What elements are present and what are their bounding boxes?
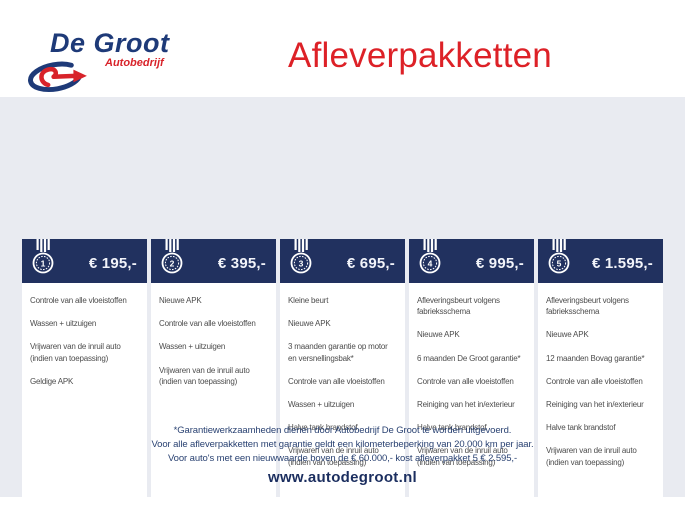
package-price: € 995,- <box>475 254 524 272</box>
package-item: Halve tank brandstof <box>288 423 358 433</box>
content-area: 1 € 195,- Controle van alle vloeistoffen… <box>0 97 685 507</box>
package-item: Wassen + uitzuigen <box>30 319 97 329</box>
package-item: Controle van alle vloeistoffen <box>288 376 385 386</box>
footnotes: *Garantiewerkzaamheden dienen door Autob… <box>0 424 685 466</box>
medal-icon: 4 <box>419 239 441 274</box>
package-item: 3 maanden garantie op motor en versnelli… <box>288 342 388 363</box>
package-item: Vrijwaren van de inruil auto (indien van… <box>30 342 121 363</box>
package-item: Controle van alle vloeistoffen <box>30 296 127 305</box>
brand-name: De Groot <box>50 28 170 58</box>
package-item: Vrijwaren van de inruil auto (indien van… <box>288 446 379 467</box>
package-item: Geldige APK <box>30 376 74 386</box>
footnote-line: *Garantiewerkzaamheden dienen door Autob… <box>173 425 512 436</box>
package-header: 3 € 695,- <box>280 239 405 283</box>
package-item: Controle van alle vloeistoffen <box>546 376 643 386</box>
medal-icon: 1 <box>32 239 54 274</box>
medal-icon: 3 <box>290 239 312 274</box>
package-item: Controle van alle vloeistoffen <box>417 376 514 386</box>
package-header: 4 € 995,- <box>409 239 534 283</box>
package-price: € 695,- <box>346 254 395 272</box>
package-items: Nieuwe APK Controle van alle vloeistoffen… <box>151 283 276 387</box>
medal-icon: 5 <box>548 239 570 274</box>
medal-rank: 5 <box>557 258 562 268</box>
package-header: 2 € 395,- <box>151 239 276 283</box>
package-item: Afleveringsbeurt volgens fabrieksschema <box>546 296 629 317</box>
package-price: € 395,- <box>217 254 266 272</box>
footnote-line: Voor alle afleverpakketten met garantie … <box>151 439 534 450</box>
medal-icon: 2 <box>161 239 183 274</box>
package-items: Afleveringsbeurt volgens fabrieksschema N… <box>409 283 534 468</box>
package-card-2: 2 € 395,- Nieuwe APK Controle van alle vl… <box>151 239 276 507</box>
package-items: Afleveringsbeurt volgens fabrieksschema N… <box>538 283 663 468</box>
page-title: Afleverpakketten <box>288 36 552 75</box>
package-item: Kleine beurt <box>288 296 329 305</box>
package-item: Halve tank brandstof <box>546 423 616 433</box>
medal-rank: 4 <box>428 258 433 268</box>
package-item: Halve tank brandstof <box>417 423 487 433</box>
package-items: Kleine beurt Nieuwe APK 3 maanden garantie… <box>280 283 405 468</box>
package-item: Nieuwe APK <box>159 296 202 305</box>
brand-subtitle: Autobedrijf <box>105 57 164 69</box>
medal-rank: 1 <box>41 258 46 268</box>
footnote-line: Voor auto's met een nieuwwaarde boven de… <box>167 453 518 464</box>
package-card-1: 1 € 195,- Controle van alle vloeistoffen… <box>22 239 147 507</box>
medal-rank: 2 <box>170 258 175 268</box>
header-bar: De Groot Autobedrijf Afleverpakketten <box>0 0 685 97</box>
package-card-4: 4 € 995,- Afleveringsbeurt volgens fabri… <box>409 239 534 507</box>
package-price: € 195,- <box>88 254 137 272</box>
package-item: Vrijwaren van de inruil auto (indien van… <box>546 446 637 467</box>
package-item: Nieuwe APK <box>417 330 460 340</box>
package-item: 6 maanden De Groot garantie* <box>417 353 521 363</box>
medal-rank: 3 <box>299 258 304 268</box>
package-item: Afleveringsbeurt volgens fabrieksschema <box>417 296 500 317</box>
package-item: Wassen + uitzuigen <box>288 399 355 409</box>
logo-swoosh-icon <box>28 61 87 93</box>
package-item: Vrijwaren van de inruil auto (indien van… <box>417 446 508 467</box>
package-item: Vrijwaren van de inruil auto (indien van… <box>159 365 250 386</box>
package-header: 1 € 195,- <box>22 239 147 283</box>
package-header: 5 € 1.595,- <box>538 239 663 283</box>
package-item: Reiniging van het in/exterieur <box>417 399 515 409</box>
bottom-margin <box>0 497 685 514</box>
package-cards: 1 € 195,- Controle van alle vloeistoffen… <box>22 239 663 507</box>
package-card-3: 3 € 695,- Kleine beurt Nieuwe APK 3 maande… <box>280 239 405 507</box>
package-price: € 1.595,- <box>591 254 653 272</box>
brand-logo: De Groot Autobedrijf <box>22 28 182 93</box>
package-item: Nieuwe APK <box>288 319 331 329</box>
package-item: Wassen + uitzuigen <box>159 342 226 352</box>
package-item: Nieuwe APK <box>546 330 589 340</box>
package-item: Controle van alle vloeistoffen <box>159 319 256 329</box>
package-items: Controle van alle vloeistoffen Wassen + u… <box>22 283 147 387</box>
package-card-5: 5 € 1.595,- Afleveringsbeurt volgens fab… <box>538 239 663 507</box>
package-item: 12 maanden Bovag garantie* <box>546 353 645 363</box>
website-link[interactable]: www.autodegroot.nl <box>268 469 417 486</box>
package-item: Reiniging van het in/exterieur <box>546 399 644 409</box>
